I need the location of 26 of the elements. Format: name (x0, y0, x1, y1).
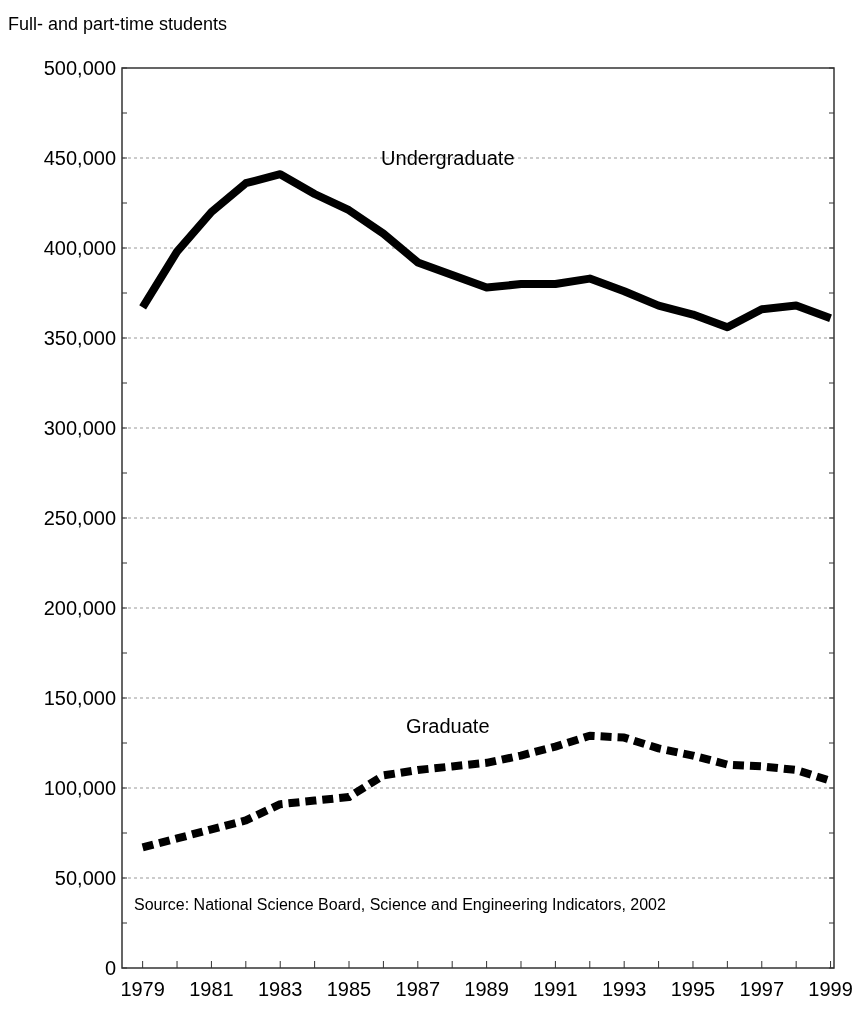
x-tick-label: 1995 (670, 978, 716, 1000)
x-tick-label: 1999 (808, 978, 853, 1000)
x-tick-label: 1979 (120, 978, 165, 1000)
y-tick-label: 200,000 (43, 597, 116, 619)
y-tick-label: 0 (104, 957, 116, 979)
y-tick-label: 500,000 (43, 57, 116, 79)
series-label: Graduate (406, 714, 490, 737)
y-tick-label: 150,000 (43, 687, 116, 709)
annotation: Source: National Science Board, Science and Engineering Indicators, 2002 (134, 896, 666, 913)
x-tick-label: 1983 (257, 978, 303, 1000)
y-tick-label: 400,000 (43, 237, 116, 259)
x-tick-label: 1987 (395, 978, 441, 1000)
y-tick-label: 350,000 (43, 327, 116, 349)
y-tick-label: 450,000 (43, 147, 116, 169)
y-tick-label: 100,000 (43, 777, 116, 799)
x-tick-label: 1993 (601, 978, 647, 1000)
y-tick-label: 300,000 (43, 417, 116, 439)
y-tick-label: 50,000 (54, 867, 116, 889)
text: Undergraduate (381, 147, 515, 170)
x-tick-label: 1991 (533, 978, 578, 1000)
y-tick-label: 250,000 (43, 507, 116, 529)
x-tick-label: 1981 (189, 978, 234, 1000)
x-tick-label: 1985 (326, 978, 372, 1000)
x-tick-label: 1989 (464, 978, 509, 1000)
x-tick-label: 1997 (739, 978, 785, 1000)
y-axis-title: Full- and part-time students (8, 14, 228, 34)
